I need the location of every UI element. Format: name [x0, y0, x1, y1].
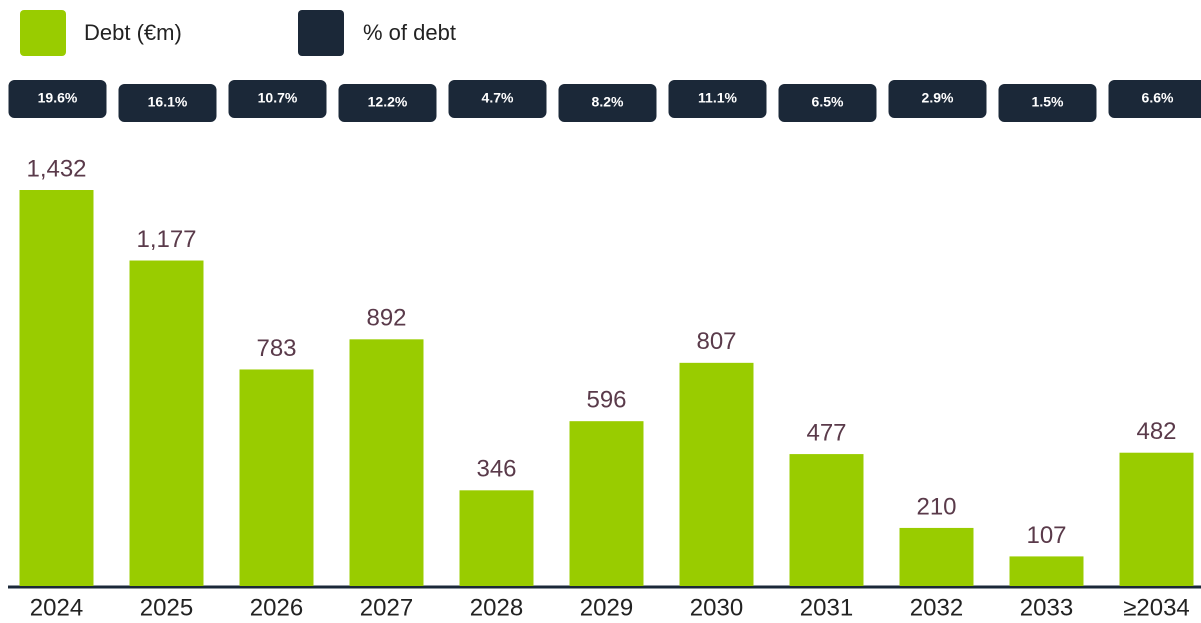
pct-label: 8.2%: [592, 94, 624, 110]
pct-label: 1.5%: [1032, 94, 1064, 110]
pct-box: [888, 80, 987, 118]
bar: [679, 362, 754, 586]
value-label: 477: [806, 419, 846, 446]
pct-box: [118, 84, 217, 122]
pct-box: [228, 80, 327, 118]
legend-swatch: [20, 10, 66, 56]
bar: [129, 260, 204, 586]
value-label: 892: [366, 305, 406, 332]
x-tick-label: 2024: [30, 594, 83, 621]
bar: [569, 421, 644, 586]
pct-box: [1108, 80, 1201, 118]
legend-label: Debt (€m): [84, 20, 182, 45]
value-label: 807: [696, 328, 736, 355]
x-tick-label: 2031: [800, 594, 853, 621]
pct-label: 4.7%: [482, 90, 514, 106]
x-tick-label: 2025: [140, 594, 193, 621]
pct-label: 16.1%: [148, 94, 188, 110]
x-tick-label: 2026: [250, 594, 303, 621]
pct-box: [998, 84, 1097, 122]
pct-box: [558, 84, 657, 122]
value-label: 1,432: [26, 155, 86, 182]
pct-label: 2.9%: [922, 90, 954, 106]
bar: [1009, 556, 1084, 586]
x-tick-label: 2032: [910, 594, 963, 621]
pct-label: 12.2%: [368, 94, 408, 110]
pct-box: [778, 84, 877, 122]
value-label: 346: [476, 456, 516, 483]
pct-label: 10.7%: [258, 90, 298, 106]
value-label: 482: [1136, 418, 1176, 445]
x-tick-label: 2027: [360, 594, 413, 621]
x-tick-label: 2033: [1020, 594, 1073, 621]
x-tick-label: 2030: [690, 594, 743, 621]
pct-label: 19.6%: [38, 90, 78, 106]
value-label: 783: [256, 335, 296, 362]
value-label: 210: [916, 493, 956, 520]
legend-swatch: [298, 10, 344, 56]
value-label: 1,177: [136, 226, 196, 253]
bar: [459, 490, 534, 586]
bar: [899, 527, 974, 586]
pct-label: 11.1%: [698, 90, 737, 106]
value-label: 107: [1026, 522, 1066, 549]
pct-box: [448, 80, 547, 118]
legend-label: % of debt: [363, 20, 456, 45]
x-tick-label: 2029: [580, 594, 633, 621]
bar: [239, 369, 314, 586]
pct-box: [338, 84, 437, 122]
bar: [1119, 452, 1194, 586]
x-tick-label: ≥2034: [1123, 594, 1190, 621]
bar: [789, 454, 864, 586]
pct-label: 6.6%: [1142, 90, 1174, 106]
pct-box: [8, 80, 107, 118]
pct-label: 6.5%: [812, 94, 844, 110]
bar: [349, 339, 424, 586]
pct-box: [668, 80, 767, 118]
x-tick-label: 2028: [470, 594, 523, 621]
value-label: 596: [586, 387, 626, 414]
bar: [19, 190, 94, 586]
